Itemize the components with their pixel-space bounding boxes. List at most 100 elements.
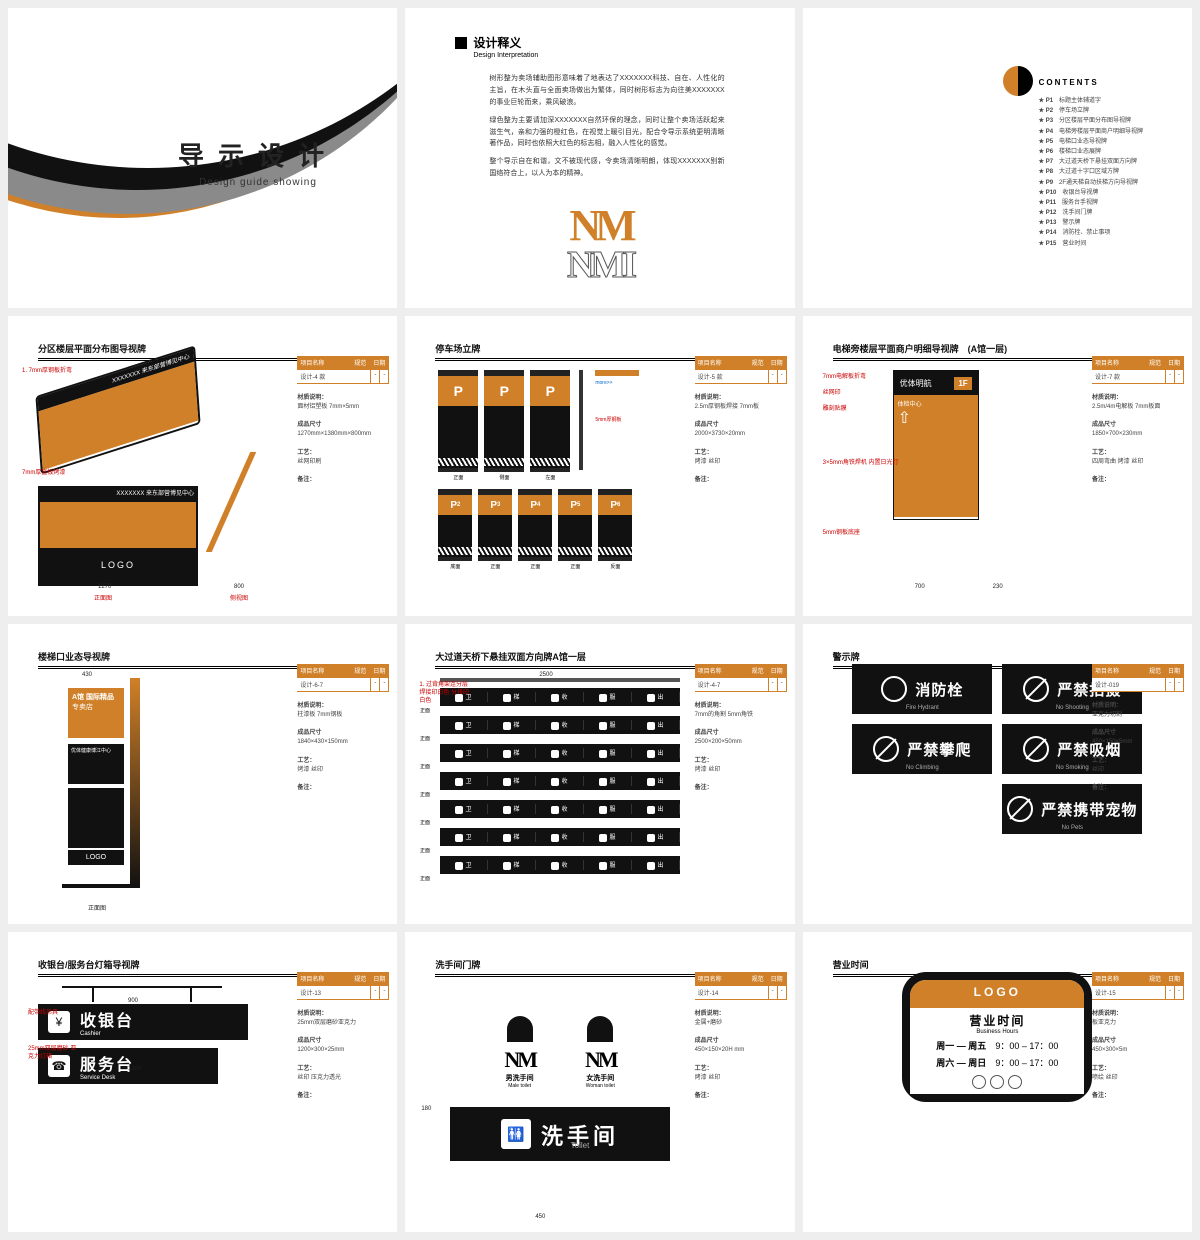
- contents-item: ★ P11服务台手视牌: [1039, 198, 1143, 208]
- prohibition-icon: [1023, 676, 1049, 702]
- beam-row: 卫梯收服出: [440, 716, 680, 734]
- view-label-front: 正面图: [94, 593, 112, 602]
- spec-panel: 项目名称规范日期 设计-4-7-- 材质说明：7mm的角割 5mm角铁 成品尺寸…: [695, 664, 787, 791]
- prohibition-icon: [1007, 796, 1033, 822]
- contents-item: ★ P1标题主体辅道字: [1039, 96, 1143, 106]
- kiosk-page: 分区楼层平面分布图导视牌 1. 7mm厚钢板折弯 XXXXXXX 来东部营博见中…: [8, 316, 397, 616]
- pylon: P侧面: [484, 370, 524, 481]
- pylon: P正面: [438, 370, 478, 481]
- page-title: 分区楼层平面分布图导视牌: [38, 342, 367, 355]
- toilet-page: 洗手间门牌 NM 男洗手间 Male toilet NM 女洗手间 Woman …: [405, 932, 794, 1232]
- beam-row: 卫梯收服出: [440, 800, 680, 818]
- elevator-page: 电梯旁楼层平面商户明细导视牌 (A馆一层) 7mm电解板折弯 丝网印 雕刻贴膜 …: [803, 316, 1192, 616]
- kiosk-side-view: [228, 452, 234, 552]
- small-icon: [1008, 1075, 1022, 1089]
- mount-bracket: [62, 986, 222, 996]
- spec-panel: 项目名称规范日期 设计-6-7-- 材质说明：柱漆板 7mm钢板 成品尺寸184…: [297, 664, 389, 791]
- interp-heading: 设计释义: [455, 34, 744, 51]
- contents-item: ★ P92F通天梯自动扶梯方向导视牌: [1039, 178, 1143, 188]
- interpretation-page: 设计释义 Design Interpretation 树形整为卖场辅助图形意味着…: [405, 8, 794, 308]
- cover-title-cn: 导示设计: [178, 136, 338, 173]
- beam-row: 卫梯收服出: [440, 856, 680, 874]
- prohibition-icon: [881, 676, 907, 702]
- toilet-sign: 🚻 洗手间 Toilet: [450, 1107, 670, 1161]
- prohibition-sign: 严禁携带宠物No Pets: [1002, 784, 1142, 834]
- page-title: 停车场立牌: [435, 342, 764, 355]
- spec-panel: 项目名称规范日期 设计-14-- 材质说明：金属+磨砂 成品尺寸450×150×…: [695, 972, 787, 1099]
- square-icon: [455, 37, 467, 49]
- pylon: P左面: [530, 370, 570, 481]
- contents-item: ★ P13警示牌: [1039, 218, 1143, 228]
- kiosk-front-view: XXXXXXX 来东部营博见中心 LOGO: [38, 486, 198, 586]
- small-icon: [972, 1075, 986, 1089]
- male-icon: [507, 1016, 533, 1042]
- page-title: 楼梯口业态导视牌: [38, 650, 367, 663]
- beam-row: 卫梯收服出: [440, 688, 680, 706]
- contents-icon: [1003, 66, 1033, 96]
- parking-page: 停车场立牌 P正面P侧面P左面more>>5mm厚钢板P2底面P3正面P4正面P…: [405, 316, 794, 616]
- contents-item: ★ P8大过道十字口区域方牌: [1039, 167, 1143, 177]
- directory-pylon: A馆 国际精品专卖店 优体健康博江中心 LOGO: [68, 678, 140, 888]
- prohibition-page: 警示牌 消防栓Fire Hydrant严禁攀爬No Climbing严禁拍摄No…: [803, 624, 1192, 924]
- contents-title: CONTENTS: [1039, 78, 1099, 87]
- restroom-icon: 🚻: [501, 1119, 531, 1149]
- interp-sub: Design Interpretation: [473, 52, 744, 59]
- spec-panel: 项目名称规范日期 设计-13-- 材质说明：25mm双层磨砂亚克力 成品尺寸12…: [297, 972, 389, 1099]
- page-title: 营业时间: [833, 958, 1162, 971]
- hours-page: 营业时间 LOGO 营业时间 Business Hours 周一 — 周五 9：…: [803, 932, 1192, 1232]
- contents-item: ★ P2停车场立牌: [1039, 106, 1143, 116]
- page-title: 洗手间门牌: [435, 958, 764, 971]
- crossbeam-page: 大过道天桥下悬挂双面方向牌A馆一层 1. 过背角架连分层 焊接印白色 分排印白色…: [405, 624, 794, 924]
- elevator-sign: 优体明航1F 体检中心⇧: [893, 370, 979, 520]
- pylon: P3正面: [478, 489, 512, 570]
- spec-panel: 项目名称规范日期 设计-15-- 材质说明：板亚克力 成品尺寸450×300×5…: [1092, 972, 1184, 1099]
- female-toilet-unit: NM 女洗手间 Woman toilet: [585, 1016, 616, 1089]
- cover-page: 导示设计 Design guide showing: [8, 8, 397, 308]
- page-title: 警示牌: [833, 650, 1162, 663]
- cover-title: 导示设计 Design guide showing: [178, 136, 338, 188]
- spec-panel: 项目名称规范日期 设计-7 款-- 材质说明：2.5m/4m电解板 7mm板面 …: [1092, 356, 1184, 483]
- prohibition-sign: 严禁攀爬No Climbing: [852, 724, 992, 774]
- contents-item: ★ P5电梯口业态导视牌: [1039, 137, 1143, 147]
- dim-note-1: 1. 7mm厚钢板折弯: [22, 368, 72, 376]
- contents-list: ★ P1标题主体辅道字★ P2停车场立牌★ P3分区楼层平面分布图导视牌★ P4…: [1039, 96, 1143, 249]
- beam-row: 卫梯收服出: [440, 772, 680, 790]
- small-icon: [990, 1075, 1004, 1089]
- page-title: 电梯旁楼层平面商户明细导视牌 (A馆一层): [833, 342, 1162, 355]
- page-title: 大过道天桥下悬挂双面方向牌A馆一层: [435, 650, 764, 663]
- contents-item: ★ P6楼梯口业态展牌: [1039, 147, 1143, 157]
- directory-page: 楼梯口业态导视牌 A馆 国际精品专卖店 优体健康博江中心 LOGO 正面图 43…: [8, 624, 397, 924]
- nm-logo: NM NMI: [455, 200, 744, 287]
- contents-item: ★ P12洗手间门牌: [1039, 208, 1143, 218]
- cashier-page: 收银台/服务台灯箱导视牌 配带线吊具 25mm双层磨砂 亚克力灯箱 900 ¥ …: [8, 932, 397, 1232]
- interp-body: 树形整为卖场辅助图形意味着了地表达了XXXXXXX科技、自在、人性化的主旨，在木…: [489, 73, 724, 180]
- dim-note-2: 7mm厚直板烤漆: [22, 470, 65, 478]
- pylon: P2底面: [438, 489, 472, 570]
- spec-panel: 项目名称规范日期 设计-019-- 材质说明：亚克力切割 成品尺寸450×150…: [1092, 664, 1184, 791]
- pole: [579, 370, 583, 470]
- contents-item: ★ P14消防栓、禁止事项: [1039, 228, 1143, 238]
- beam-rows: 卫梯收服出正面卫梯收服出正面卫梯收服出正面卫梯收服出正面卫梯收服出正面卫梯收服出…: [440, 688, 680, 882]
- pylon: P6反面: [598, 489, 632, 570]
- male-toilet-unit: NM 男洗手间 Male toilet: [504, 1016, 535, 1089]
- contents-item: ★ P4电梯旁楼层平面商户明细导视牌: [1039, 127, 1143, 137]
- prohibition-sign: 消防栓Fire Hydrant: [852, 664, 992, 714]
- contents-item: ★ P7大过道天桥下悬挂双面方向牌: [1039, 157, 1143, 167]
- beam-row: 卫梯收服出: [440, 744, 680, 762]
- prohibition-icon: [873, 736, 899, 762]
- cover-title-en: Design guide showing: [178, 177, 338, 188]
- kiosk-perspective: XXXXXXX 来东部营博见中心: [35, 345, 200, 474]
- pylons-area: P正面P侧面P左面more>>5mm厚钢板P2底面P3正面P4正面P5正面P6反…: [435, 370, 684, 600]
- view-label-side: 侧视图: [230, 593, 248, 602]
- spec-panel: 项目名称规范日期 设计-5 款-- 材质说明：2.5m厚钢板焊接 7mm板 成品…: [695, 356, 787, 483]
- pylon: P4正面: [518, 489, 552, 570]
- page-title: 收银台/服务台灯箱导视牌: [38, 958, 367, 971]
- contents-page: CONTENTS ★ P1标题主体辅道字★ P2停车场立牌★ P3分区楼层平面分…: [803, 8, 1192, 308]
- pylon: P5正面: [558, 489, 592, 570]
- hours-logo: LOGO: [910, 980, 1084, 1008]
- contents-item: ★ P15营业时间: [1039, 239, 1143, 249]
- female-icon: [587, 1016, 613, 1042]
- contents-item: ★ P10收银台导视牌: [1039, 188, 1143, 198]
- beam-row: 卫梯收服出: [440, 828, 680, 846]
- spec-panel: 项目名称规范日期 设计-4 款-- 材质说明：面材铝塑板 7mm×5mm 成品尺…: [297, 356, 389, 483]
